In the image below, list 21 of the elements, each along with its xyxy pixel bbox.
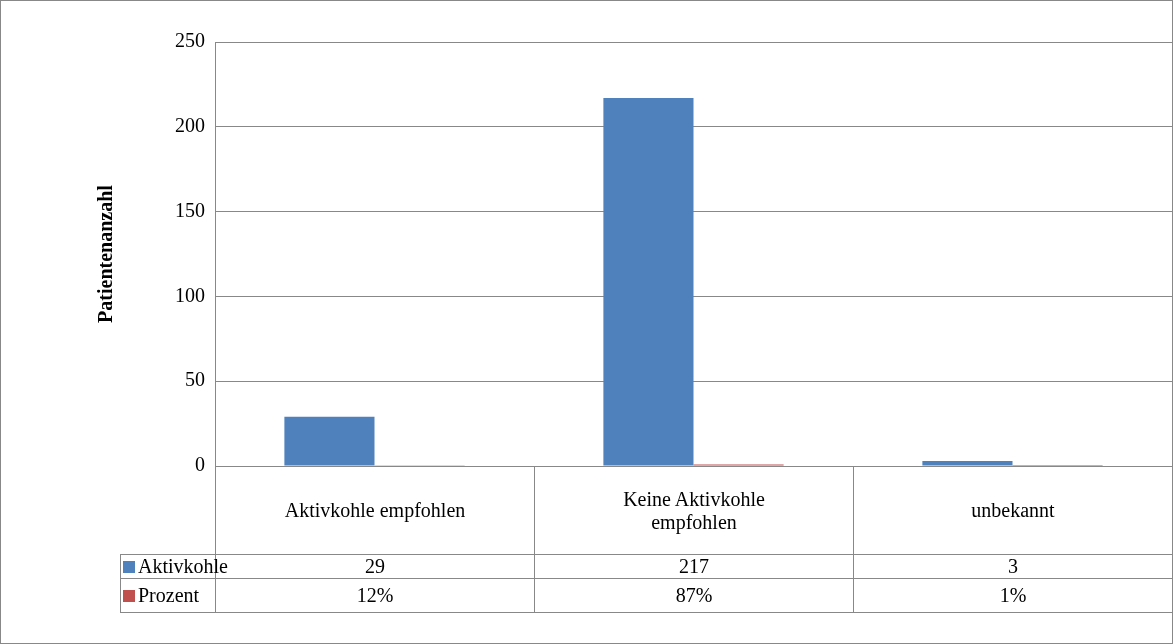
data-label: 1% (853, 578, 1173, 613)
x-tick-label: Aktivkohle empfohlen (283, 499, 467, 522)
y-tick-label: 50 (185, 368, 205, 391)
y-tick-label: 250 (175, 29, 205, 52)
data-label: 3 (853, 554, 1173, 579)
data-label: 29 (365, 555, 385, 577)
legend-label: Aktivkohle (137, 554, 228, 579)
y-axis-title: Patientenanzahl (94, 184, 117, 323)
y-tick-label: 100 (175, 283, 205, 306)
bar (284, 416, 375, 466)
data-label: 87% (534, 578, 854, 613)
x-tick-label: unbekannt (970, 499, 1056, 522)
y-tick-label: 150 (175, 198, 205, 221)
bar (922, 460, 1013, 466)
y-tick-label: 0 (195, 453, 205, 476)
bar (603, 97, 694, 466)
legend-label: Prozent (120, 578, 216, 613)
y-tick-label: 200 (175, 114, 205, 137)
x-tick-label: Keine Aktivkohle empfohlen (622, 487, 766, 534)
data-label: 217 (534, 554, 854, 579)
data-label: 12% (215, 578, 535, 613)
